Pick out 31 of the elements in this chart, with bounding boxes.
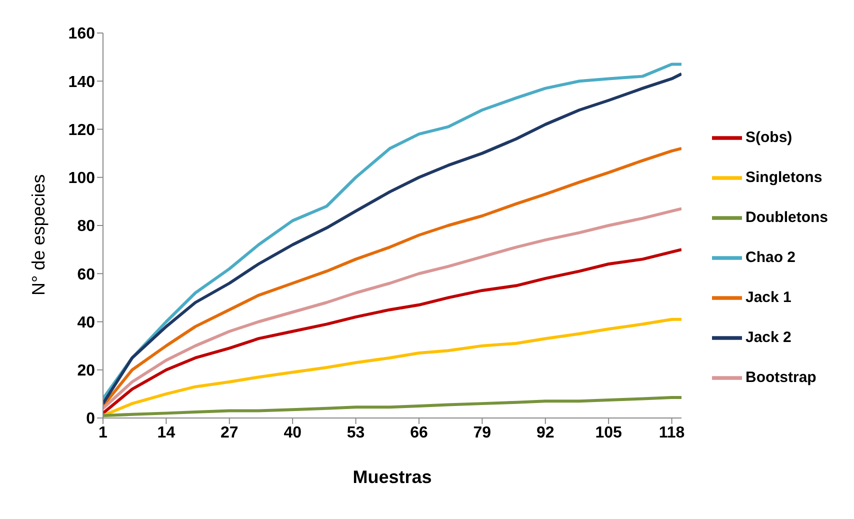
x-tick-label: 14 [157,424,176,442]
legend-label: Bootstrap [746,369,816,386]
y-tick-label: 100 [68,170,96,188]
line-series [103,147,682,408]
y-tick-label: 60 [77,266,96,284]
x-tick-label: 79 [473,424,492,442]
legend-label: Doubletons [746,209,828,226]
line-series [103,248,682,415]
x-tick-label: 1 [98,424,108,442]
legend-label: Jack 1 [746,289,792,306]
x-tick-label: 66 [410,424,428,442]
line-series [103,207,682,410]
legend-label: Jack 2 [746,329,792,346]
y-tick-label: 120 [68,122,96,139]
x-tick-label: 105 [595,424,622,442]
legend-label: Singletons [746,169,822,186]
x-tick-label: 92 [536,424,554,442]
legend-label: S(obs) [746,129,792,146]
x-axis-title: Muestras [352,467,432,487]
y-axis-title: N° de especies [28,174,48,296]
y-tick-label: 80 [77,218,96,236]
y-tick-label: 140 [68,74,96,91]
x-tick-label: 27 [220,424,238,442]
y-tick-label: 20 [77,362,96,380]
y-tick-label: 40 [77,314,96,332]
x-tick-label: 53 [346,424,365,442]
legend-label: Chao 2 [746,249,796,266]
x-tick-label: 40 [284,424,302,442]
y-tick-label: 0 [86,410,96,428]
y-tick-label: 160 [68,26,96,43]
x-tick-label: 118 [658,424,685,442]
